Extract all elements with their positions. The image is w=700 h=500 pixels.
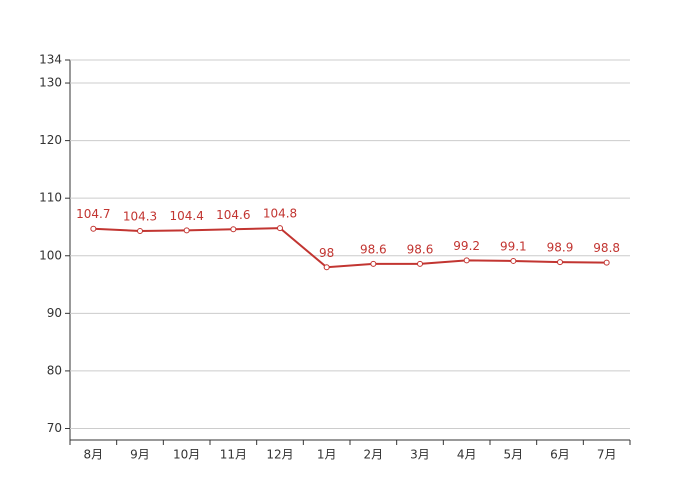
data-label: 104.6 (216, 208, 250, 222)
x-tick-label: 12月 (266, 448, 293, 462)
x-tick-label: 5月 (504, 448, 524, 462)
point (90, 225, 97, 232)
point (603, 259, 610, 266)
data-label: 98.6 (407, 242, 434, 256)
line (93, 227, 607, 269)
point (183, 227, 190, 234)
data-label: 104.4 (169, 209, 203, 223)
x-tick-label: 11月 (220, 448, 247, 462)
y-tick-label: 80 (47, 363, 62, 377)
point (417, 260, 423, 267)
point (370, 260, 377, 267)
point (510, 257, 517, 264)
x-tick-label: 6月 (550, 448, 570, 462)
data-label: 104.7 (76, 207, 110, 221)
data-label: 104.3 (123, 210, 157, 224)
y-tick-label: 110 (39, 191, 62, 205)
y-tick-label: 100 (39, 248, 62, 262)
y-tick-label: 70 (47, 421, 62, 435)
x-tick-label: 4月 (457, 448, 477, 462)
data-label: 104.8 (263, 207, 297, 221)
point (230, 226, 237, 233)
data-label: 98.9 (547, 241, 574, 255)
point (557, 259, 563, 266)
data-label: 98.8 (593, 241, 620, 255)
point (137, 228, 143, 234)
x-tick-label: 2月 (364, 448, 384, 462)
y-tick-label: 134 (39, 53, 62, 67)
data-label: 99.2 (453, 239, 480, 253)
x-tick-label: 7月 (597, 448, 617, 462)
point (323, 264, 330, 271)
x-tick-label: 10月 (173, 448, 200, 462)
y-tick-label: 130 (39, 76, 62, 90)
x-tick-label: 3月 (410, 448, 430, 462)
y-tick-label: 120 (39, 133, 62, 147)
x-tick-label: 9月 (130, 448, 150, 462)
data-label: 98.6 (360, 242, 387, 256)
data-label: 98 (319, 246, 334, 260)
y-tick-label: 90 (47, 306, 62, 320)
x-tick-label: 1月 (317, 448, 337, 462)
point (277, 225, 283, 232)
point (463, 257, 470, 264)
data-label: 99.1 (500, 239, 527, 253)
x-tick-label: 8月 (84, 448, 104, 462)
